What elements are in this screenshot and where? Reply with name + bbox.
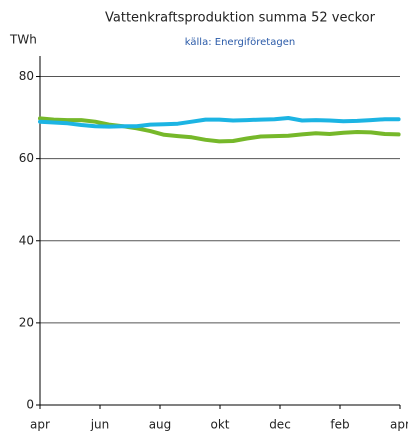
x-tick-label: okt	[211, 418, 230, 432]
y-tick-label: 20	[19, 315, 34, 329]
x-tick-label: aug	[149, 418, 172, 432]
x-tick-label: apr	[30, 418, 50, 432]
x-tick-label: dec	[269, 418, 291, 432]
y-tick-label: 40	[19, 233, 34, 247]
data-line	[38, 116, 401, 144]
y-tick-label: 0	[26, 398, 34, 412]
chart-title: Vattenkraftsproduktion summa 52 veckor	[105, 11, 376, 26]
y-tick-label: 60	[19, 151, 34, 165]
y-axis-label: TWh	[9, 33, 37, 47]
data-line	[38, 116, 401, 129]
chart-subtitle: källa: Energiföretagen	[185, 37, 295, 48]
y-tick-label: 80	[19, 69, 34, 83]
x-tick-label: apr	[390, 418, 408, 432]
x-tick-label: feb	[330, 418, 349, 432]
x-tick-label: jun	[90, 418, 110, 432]
